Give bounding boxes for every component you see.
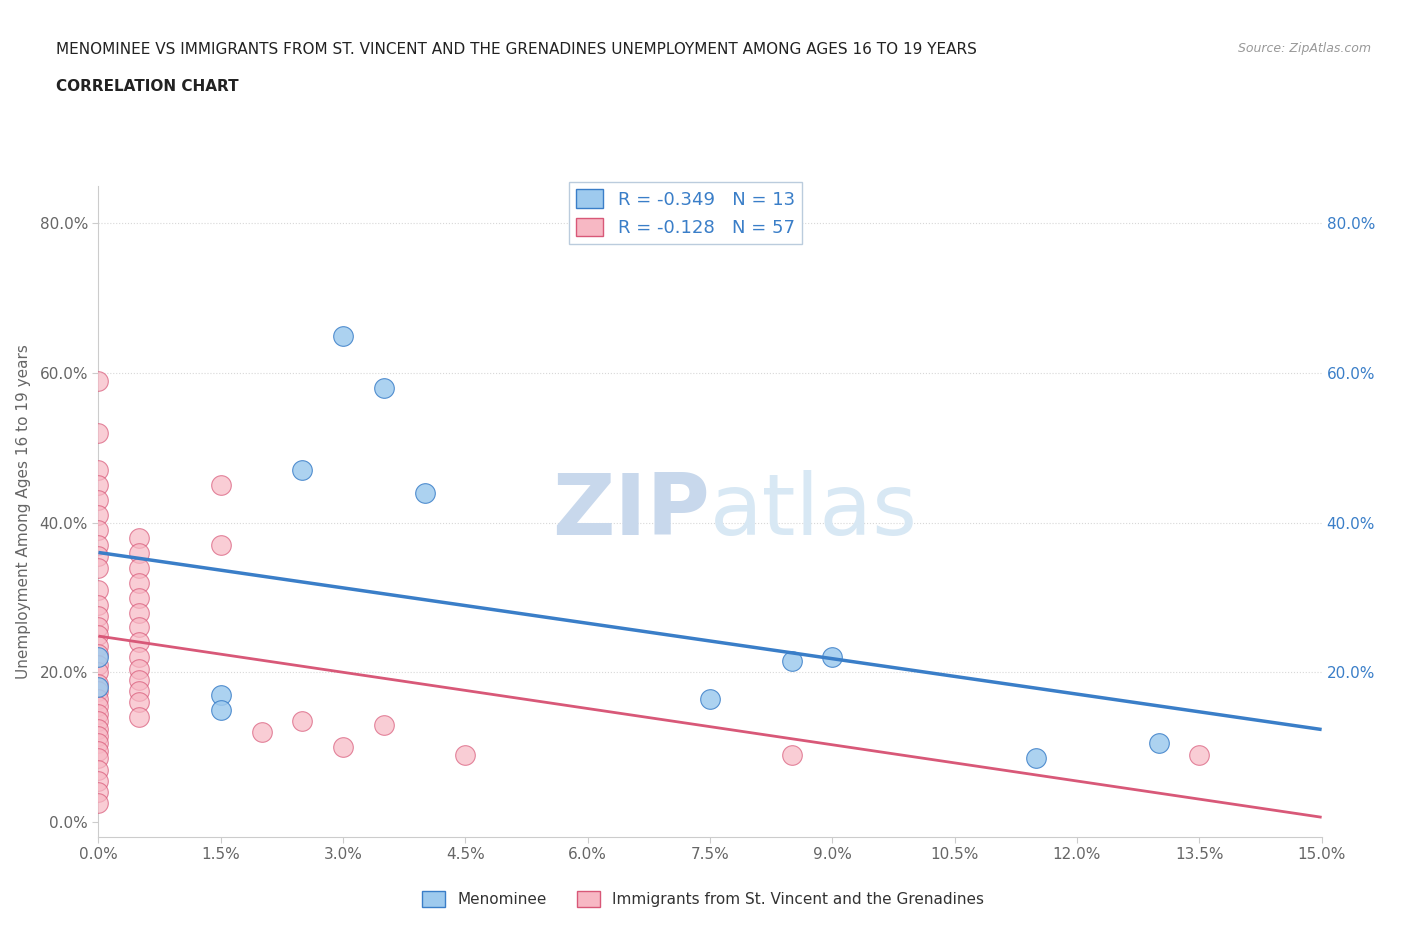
Point bbox=[87, 538, 110, 552]
Point bbox=[87, 639, 110, 654]
Point bbox=[128, 650, 150, 665]
Point bbox=[128, 591, 150, 605]
Point bbox=[87, 646, 110, 661]
Point bbox=[87, 560, 110, 575]
Point bbox=[87, 650, 110, 665]
Point bbox=[87, 628, 110, 643]
Point bbox=[128, 710, 150, 724]
Point bbox=[209, 687, 232, 702]
Point bbox=[87, 620, 110, 635]
Point bbox=[250, 724, 273, 739]
Point bbox=[209, 538, 232, 552]
Point bbox=[87, 478, 110, 493]
Text: ZIP: ZIP bbox=[553, 470, 710, 553]
Point bbox=[373, 717, 395, 732]
Point bbox=[332, 328, 354, 343]
Point bbox=[87, 598, 110, 613]
Point bbox=[87, 751, 110, 766]
Point bbox=[87, 785, 110, 800]
Point bbox=[87, 665, 110, 680]
Point bbox=[87, 743, 110, 758]
Point bbox=[128, 684, 150, 698]
Point bbox=[128, 672, 150, 687]
Point bbox=[128, 635, 150, 650]
Point bbox=[87, 373, 110, 388]
Point bbox=[413, 485, 436, 500]
Point bbox=[128, 560, 150, 575]
Legend: R = -0.349   N = 13, R = -0.128   N = 57: R = -0.349 N = 13, R = -0.128 N = 57 bbox=[569, 182, 801, 245]
Point bbox=[1147, 736, 1170, 751]
Text: CORRELATION CHART: CORRELATION CHART bbox=[56, 79, 239, 94]
Point bbox=[87, 706, 110, 721]
Point bbox=[128, 620, 150, 635]
Point bbox=[291, 463, 314, 478]
Point bbox=[87, 763, 110, 777]
Legend: Menominee, Immigrants from St. Vincent and the Grenadines: Menominee, Immigrants from St. Vincent a… bbox=[416, 884, 990, 913]
Point bbox=[291, 713, 314, 728]
Point bbox=[87, 728, 110, 743]
Point bbox=[128, 695, 150, 710]
Point bbox=[821, 650, 844, 665]
Point bbox=[454, 747, 477, 762]
Point bbox=[87, 426, 110, 441]
Point bbox=[87, 676, 110, 691]
Point bbox=[87, 736, 110, 751]
Point bbox=[128, 530, 150, 545]
Point bbox=[87, 713, 110, 728]
Text: atlas: atlas bbox=[710, 470, 918, 553]
Y-axis label: Unemployment Among Ages 16 to 19 years: Unemployment Among Ages 16 to 19 years bbox=[17, 344, 31, 679]
Text: MENOMINEE VS IMMIGRANTS FROM ST. VINCENT AND THE GRENADINES UNEMPLOYMENT AMONG A: MENOMINEE VS IMMIGRANTS FROM ST. VINCENT… bbox=[56, 42, 977, 57]
Point bbox=[87, 523, 110, 538]
Point bbox=[87, 582, 110, 597]
Point bbox=[87, 698, 110, 713]
Point bbox=[128, 661, 150, 676]
Point bbox=[332, 739, 354, 754]
Point bbox=[780, 654, 803, 669]
Point bbox=[1025, 751, 1047, 766]
Point bbox=[128, 575, 150, 590]
Point bbox=[87, 684, 110, 698]
Point bbox=[87, 508, 110, 523]
Point bbox=[87, 609, 110, 624]
Point bbox=[373, 380, 395, 395]
Point bbox=[128, 545, 150, 560]
Point bbox=[87, 658, 110, 672]
Point bbox=[1188, 747, 1211, 762]
Point bbox=[699, 691, 721, 706]
Point bbox=[87, 721, 110, 736]
Text: Source: ZipAtlas.com: Source: ZipAtlas.com bbox=[1237, 42, 1371, 55]
Point bbox=[87, 463, 110, 478]
Point bbox=[128, 605, 150, 620]
Point bbox=[209, 478, 232, 493]
Point bbox=[87, 549, 110, 564]
Point bbox=[209, 702, 232, 717]
Point bbox=[87, 680, 110, 695]
Point bbox=[87, 774, 110, 789]
Point bbox=[780, 747, 803, 762]
Point bbox=[87, 796, 110, 811]
Point bbox=[87, 691, 110, 706]
Point bbox=[87, 493, 110, 508]
